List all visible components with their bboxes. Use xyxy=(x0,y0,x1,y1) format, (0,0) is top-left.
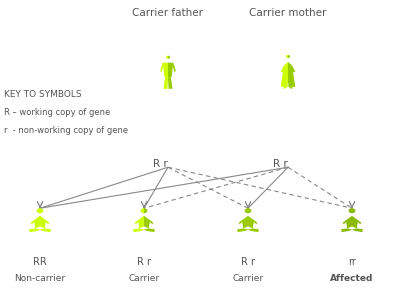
Text: RR: RR xyxy=(33,257,47,267)
Text: Carrier mother: Carrier mother xyxy=(249,8,327,18)
Text: KEY TO SYMBOLS: KEY TO SYMBOLS xyxy=(4,90,82,99)
Polygon shape xyxy=(288,62,295,87)
Polygon shape xyxy=(342,220,347,224)
Polygon shape xyxy=(40,216,46,229)
Polygon shape xyxy=(281,66,286,73)
Polygon shape xyxy=(40,229,51,232)
Text: r  - non-working copy of gene: r - non-working copy of gene xyxy=(4,126,128,135)
Polygon shape xyxy=(30,220,35,224)
Polygon shape xyxy=(352,229,363,232)
Polygon shape xyxy=(248,216,254,229)
Polygon shape xyxy=(288,86,293,89)
Polygon shape xyxy=(248,208,251,213)
Polygon shape xyxy=(242,216,248,229)
Polygon shape xyxy=(134,220,139,224)
Polygon shape xyxy=(144,216,150,229)
Text: Carrier father: Carrier father xyxy=(132,8,204,18)
Text: Carrier: Carrier xyxy=(232,274,264,283)
Polygon shape xyxy=(163,63,168,77)
Polygon shape xyxy=(245,208,248,213)
Polygon shape xyxy=(357,220,362,224)
Polygon shape xyxy=(352,208,355,213)
Polygon shape xyxy=(288,55,290,58)
Polygon shape xyxy=(144,208,147,213)
Polygon shape xyxy=(164,77,168,89)
Polygon shape xyxy=(141,208,144,213)
Polygon shape xyxy=(37,208,40,213)
Polygon shape xyxy=(166,56,168,59)
Text: R r: R r xyxy=(241,257,255,267)
Polygon shape xyxy=(341,229,352,232)
Polygon shape xyxy=(34,216,40,229)
Polygon shape xyxy=(149,220,154,224)
Polygon shape xyxy=(346,216,352,229)
Text: R – working copy of gene: R – working copy of gene xyxy=(4,108,110,117)
Polygon shape xyxy=(168,77,172,89)
Polygon shape xyxy=(133,229,144,232)
Text: R r: R r xyxy=(137,257,151,267)
Polygon shape xyxy=(29,229,40,232)
Polygon shape xyxy=(172,63,176,73)
Polygon shape xyxy=(281,62,288,87)
Polygon shape xyxy=(237,229,248,232)
Polygon shape xyxy=(290,66,295,73)
Polygon shape xyxy=(238,220,243,224)
Polygon shape xyxy=(349,208,352,213)
Polygon shape xyxy=(352,216,358,229)
Polygon shape xyxy=(253,220,258,224)
Polygon shape xyxy=(286,55,288,58)
Polygon shape xyxy=(168,56,170,59)
Text: R r: R r xyxy=(273,159,287,169)
Text: Affected: Affected xyxy=(330,274,374,283)
Polygon shape xyxy=(45,220,50,224)
Text: Carrier: Carrier xyxy=(128,274,160,283)
Polygon shape xyxy=(248,229,259,232)
Polygon shape xyxy=(144,229,155,232)
Polygon shape xyxy=(160,63,164,73)
Text: R r: R r xyxy=(153,159,167,169)
Polygon shape xyxy=(40,208,43,213)
Polygon shape xyxy=(283,86,288,89)
Polygon shape xyxy=(168,63,173,77)
Text: rr: rr xyxy=(348,257,356,267)
Polygon shape xyxy=(138,216,144,229)
Text: Non-carrier: Non-carrier xyxy=(14,274,66,283)
